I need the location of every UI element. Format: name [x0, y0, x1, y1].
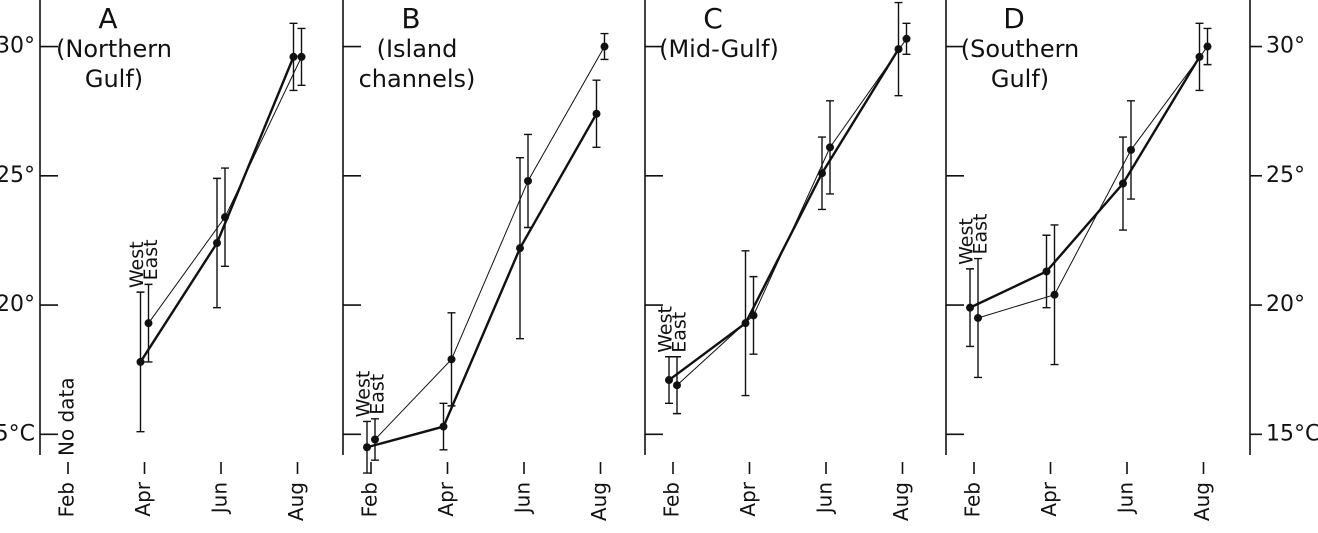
data-point	[902, 34, 911, 43]
y-tick-label: 20°	[1266, 292, 1305, 317]
panel-subtitle: Gulf)	[85, 65, 143, 93]
x-tick-label: Jun	[813, 482, 837, 515]
panel-subtitle: (Mid-Gulf)	[659, 35, 779, 63]
data-point	[516, 244, 524, 253]
data-point	[371, 435, 379, 444]
y-tick-label: 25°	[0, 163, 35, 188]
x-tick-label: Feb	[358, 482, 382, 517]
data-point	[665, 376, 673, 385]
series-label: West	[353, 371, 375, 418]
data-point	[439, 422, 448, 431]
panel-subtitle: channels)	[359, 65, 476, 93]
series-line	[374, 46, 605, 440]
x-tick-label: Jun	[208, 482, 232, 515]
data-point	[673, 381, 681, 390]
y-tick-label: 30°	[1266, 34, 1305, 59]
data-point	[1203, 42, 1212, 51]
data-point	[1127, 145, 1135, 154]
panel-title: D	[1003, 2, 1025, 35]
data-point	[363, 443, 371, 452]
data-point	[1050, 290, 1059, 299]
y-tick-label: 30°	[0, 34, 35, 59]
series-line	[969, 56, 1201, 309]
series-label: West	[126, 241, 148, 288]
series-label: West	[956, 218, 978, 265]
panel-title: B	[401, 2, 420, 35]
data-point	[144, 319, 153, 328]
data-point	[524, 176, 532, 185]
x-tick-label: Feb	[660, 482, 684, 517]
series-line	[977, 46, 1208, 319]
data-point	[136, 357, 145, 366]
data-point	[447, 355, 456, 364]
panel-subtitle: (Southern	[961, 35, 1080, 63]
data-point	[818, 169, 826, 178]
series-line	[366, 113, 598, 449]
data-point	[749, 311, 758, 320]
panel-title: C	[703, 2, 723, 35]
x-tick-label: Apr	[434, 481, 458, 516]
series-label: East	[140, 239, 162, 280]
x-tick-label: Aug	[587, 482, 611, 521]
x-tick-label: Apr	[1037, 481, 1061, 516]
y-tick-label: 15°C	[0, 421, 35, 446]
series-line	[676, 38, 907, 386]
series-label: East	[669, 312, 691, 353]
x-tick-label: Apr	[736, 481, 760, 516]
x-tick-label: Feb	[55, 482, 79, 517]
series-label: East	[367, 374, 389, 415]
data-point	[1119, 179, 1127, 188]
y-tick-label: 20°	[0, 292, 35, 317]
data-point	[221, 213, 229, 222]
panel-subtitle: (Northern	[56, 35, 172, 63]
series-label: West	[655, 306, 677, 353]
series-label: East	[970, 214, 992, 255]
y-tick-label: 25°	[1266, 163, 1305, 188]
x-tick-label: Aug	[889, 482, 913, 521]
x-tick-label: Aug	[1190, 482, 1214, 521]
x-tick-label: Jun	[511, 482, 535, 515]
data-point	[966, 303, 974, 312]
data-point	[592, 109, 601, 118]
data-point	[1042, 267, 1051, 276]
data-point	[974, 313, 982, 322]
x-tick-label: Jun	[1114, 482, 1138, 515]
data-point	[826, 143, 834, 152]
x-tick-label: Apr	[131, 481, 155, 516]
data-point	[297, 52, 306, 61]
y-tick-label: 15°C	[1266, 421, 1318, 446]
annotation: No data	[55, 377, 79, 456]
data-point	[600, 42, 609, 51]
panel-subtitle: Gulf)	[991, 65, 1049, 93]
data-point	[289, 52, 298, 61]
data-point	[213, 239, 221, 248]
x-tick-label: Aug	[284, 482, 308, 521]
x-tick-label: Feb	[961, 482, 985, 517]
panel-title: A	[98, 2, 117, 35]
panel-subtitle: (Island	[377, 35, 458, 63]
